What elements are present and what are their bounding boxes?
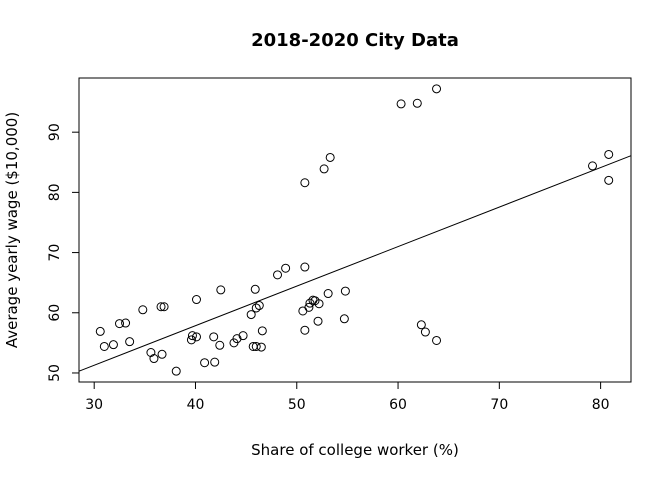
- data-point: [416, 320, 426, 330]
- data-point: [149, 354, 159, 364]
- data-point: [412, 98, 422, 108]
- data-point: [251, 303, 261, 313]
- data-point: [115, 319, 125, 329]
- x-tick-label: 70: [490, 397, 508, 413]
- x-tick-label: 80: [592, 397, 610, 413]
- x-tick-label: 40: [187, 397, 205, 413]
- data-point: [215, 340, 225, 350]
- data-point: [588, 161, 598, 171]
- data-point: [300, 178, 310, 188]
- data-point: [216, 285, 226, 295]
- data-point: [210, 357, 220, 367]
- x-tick-label: 60: [389, 397, 407, 413]
- data-point: [256, 342, 266, 352]
- x-tick-label: 30: [85, 397, 103, 413]
- trend-line-group: [78, 155, 632, 372]
- data-point: [314, 299, 324, 309]
- x-tick-label: 50: [288, 397, 306, 413]
- y-tick-label: 50: [47, 364, 63, 382]
- data-point: [232, 334, 242, 344]
- chart-title: 2018-2020 City Data: [251, 30, 459, 51]
- data-point: [191, 295, 201, 305]
- data-point: [251, 341, 261, 351]
- data-point: [209, 332, 219, 342]
- data-point: [157, 349, 167, 359]
- data-point: [146, 348, 156, 358]
- data-point: [305, 298, 315, 308]
- data-point: [191, 332, 201, 342]
- data-point: [325, 152, 335, 162]
- data-point: [604, 149, 614, 159]
- data-point: [604, 175, 614, 185]
- data-point: [171, 366, 181, 376]
- data-point: [187, 331, 197, 341]
- data-point: [108, 340, 118, 350]
- data-point: [432, 84, 442, 94]
- data-point: [156, 302, 166, 312]
- data-point: [273, 270, 283, 280]
- y-tick-label: 80: [47, 183, 63, 201]
- trend-line: [78, 155, 632, 372]
- data-point: [304, 302, 314, 312]
- data-point: [257, 326, 267, 336]
- data-point: [186, 335, 196, 345]
- data-point: [138, 305, 148, 315]
- data-point: [99, 341, 109, 351]
- data-point: [420, 327, 430, 337]
- data-point: [200, 358, 210, 368]
- x-axis: 30 40 50 60 70 80: [85, 382, 610, 413]
- data-point: [246, 310, 256, 320]
- data-point: [339, 314, 349, 324]
- y-tick-label: 90: [47, 123, 63, 141]
- data-point: [323, 289, 333, 299]
- y-axis: 50 60 70 80 90: [47, 123, 79, 382]
- plot-frame: [78, 77, 632, 383]
- y-tick-label: 70: [47, 244, 63, 262]
- data-point: [319, 164, 329, 174]
- data-points: [95, 84, 614, 376]
- data-point: [340, 286, 350, 296]
- data-point: [298, 306, 308, 316]
- data-point: [254, 301, 264, 311]
- data-point: [125, 337, 135, 347]
- data-point: [300, 262, 310, 272]
- data-point: [121, 318, 131, 328]
- data-point: [238, 331, 248, 341]
- data-point: [396, 99, 406, 109]
- data-point: [300, 325, 310, 335]
- data-point: [95, 326, 105, 336]
- data-point: [250, 284, 260, 294]
- y-axis-title: Average yearly wage ($10,000): [3, 112, 21, 348]
- data-point: [159, 302, 169, 312]
- y-tick-label: 60: [47, 304, 63, 322]
- data-point: [281, 263, 291, 273]
- data-point: [432, 335, 442, 345]
- x-axis-title: Share of college worker (%): [251, 441, 459, 459]
- data-point: [313, 316, 323, 326]
